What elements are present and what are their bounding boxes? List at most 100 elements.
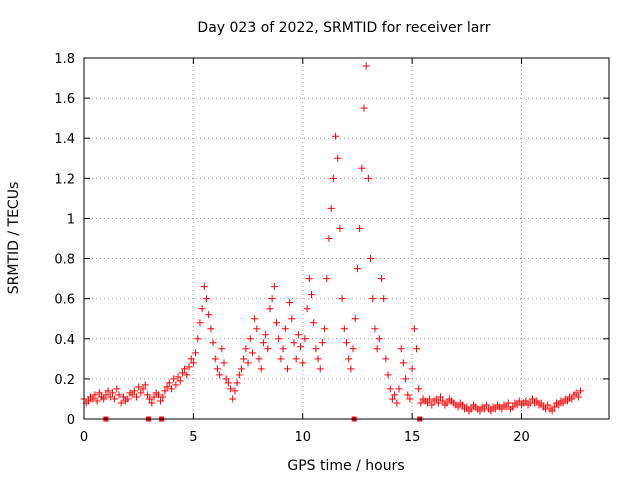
data-point	[248, 349, 256, 357]
data-point	[268, 295, 276, 303]
data-point	[434, 399, 442, 407]
data-point	[93, 397, 101, 405]
data-point	[294, 331, 302, 339]
data-point	[308, 291, 315, 299]
data-point	[432, 395, 440, 403]
data-point	[345, 355, 353, 363]
data-point	[194, 335, 202, 343]
y-tick-label: 1.6	[54, 92, 75, 107]
data-point	[323, 275, 331, 283]
y-tick-label: 0.4	[54, 333, 75, 348]
data-point	[163, 383, 171, 391]
data-point	[408, 365, 416, 373]
data-point	[548, 407, 556, 415]
data-point	[343, 339, 350, 347]
data-point	[283, 365, 291, 373]
data-point	[349, 345, 357, 353]
data-point	[443, 399, 451, 407]
data-point	[413, 345, 420, 353]
data-point	[255, 355, 263, 363]
data-point	[113, 385, 121, 393]
data-point	[373, 345, 381, 353]
data-point	[238, 365, 245, 373]
data-point	[168, 385, 175, 393]
y-tick-label: 0.8	[54, 253, 75, 268]
data-point	[316, 365, 324, 373]
data-point	[577, 387, 585, 395]
data-point	[286, 299, 294, 307]
data-point	[312, 345, 320, 353]
data-point	[229, 395, 237, 403]
data-point	[189, 359, 197, 367]
data-point	[203, 295, 210, 303]
data-point	[141, 381, 149, 389]
data-point	[563, 397, 571, 405]
x-tick-label: 20	[513, 430, 530, 445]
data-point	[423, 399, 431, 407]
data-point	[314, 355, 322, 363]
data-point	[386, 385, 394, 393]
data-point	[198, 305, 206, 313]
data-point	[95, 389, 103, 397]
data-point	[406, 395, 414, 403]
data-point	[533, 397, 541, 405]
y-tick-label: 1.8	[54, 52, 75, 67]
data-point	[353, 265, 361, 273]
data-point	[559, 399, 567, 407]
data-point	[367, 255, 375, 263]
data-point	[437, 393, 445, 401]
data-points	[80, 62, 585, 422]
data-point	[143, 391, 151, 399]
data-point	[205, 311, 213, 319]
y-tick-label: 0.2	[54, 373, 75, 388]
y-tick-label: 1.4	[54, 132, 75, 147]
data-point	[555, 401, 563, 409]
data-point	[196, 319, 204, 327]
data-point	[183, 371, 191, 379]
data-point	[128, 391, 136, 399]
data-point	[172, 381, 180, 389]
data-point	[187, 355, 195, 363]
y-tick-label: 0	[67, 413, 75, 428]
data-point	[262, 331, 270, 339]
data-point	[336, 224, 344, 232]
x-tick-label: 0	[80, 430, 88, 445]
data-point	[544, 401, 552, 409]
data-point	[139, 385, 147, 393]
data-point	[119, 393, 127, 401]
data-point	[375, 335, 383, 343]
data-point	[176, 377, 184, 385]
data-point	[279, 345, 287, 353]
y-axis-label: SRMTID / TECUs	[6, 182, 22, 295]
data-point	[502, 403, 510, 411]
data-point	[161, 387, 169, 395]
data-point	[402, 375, 410, 383]
data-point	[332, 132, 340, 140]
x-tick-label: 10	[294, 430, 311, 445]
data-point	[399, 359, 407, 367]
data-point	[148, 399, 156, 407]
data-point	[371, 325, 379, 333]
data-point	[537, 399, 545, 407]
data-point	[220, 359, 228, 367]
data-point	[216, 371, 224, 379]
data-point	[91, 391, 99, 399]
data-point	[235, 371, 243, 379]
data-point	[509, 403, 517, 411]
data-point	[426, 395, 434, 403]
data-point	[211, 355, 219, 363]
data-point	[218, 345, 226, 353]
data-point	[253, 325, 261, 333]
data-point	[299, 359, 307, 367]
data-point	[329, 174, 337, 182]
data-point	[327, 204, 335, 212]
y-tick-label: 1	[67, 212, 75, 227]
grid-lines	[84, 58, 609, 419]
data-point	[106, 393, 114, 401]
data-point	[574, 393, 582, 401]
data-point	[325, 235, 333, 242]
data-point	[415, 385, 423, 393]
data-point	[404, 391, 412, 399]
data-point	[467, 405, 475, 413]
